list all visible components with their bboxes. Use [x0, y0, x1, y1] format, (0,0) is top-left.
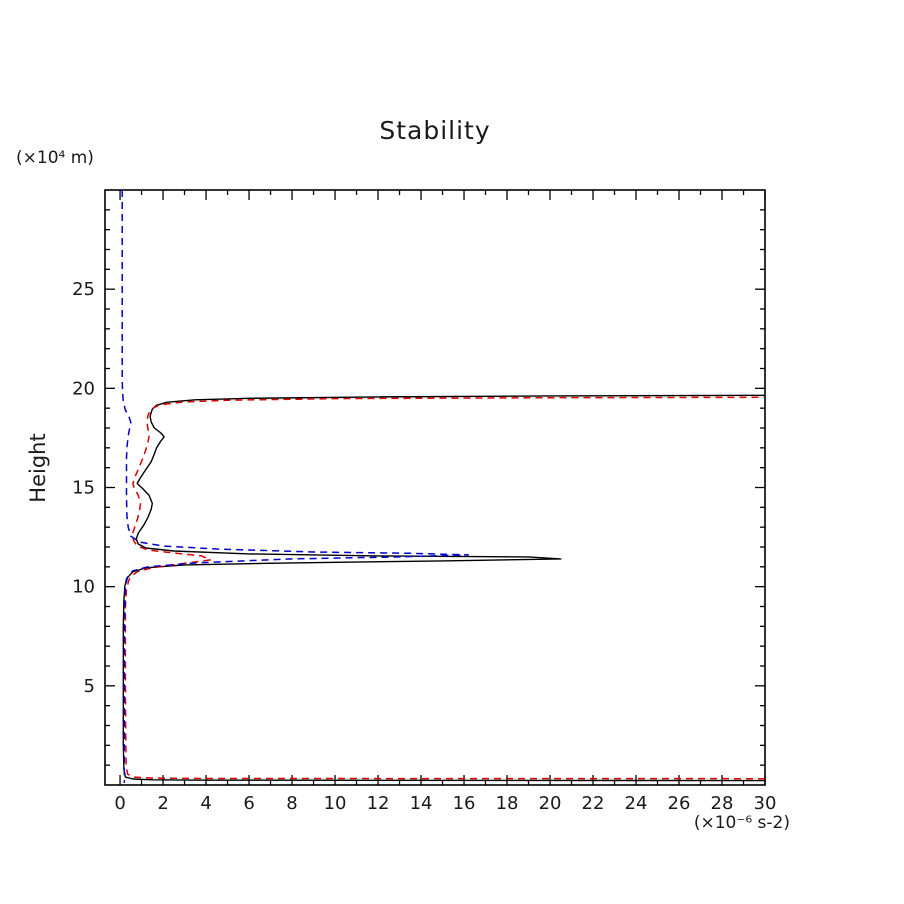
y-axis-tick-label: 5	[84, 676, 95, 697]
x-axis-tick-label: 24	[625, 793, 648, 814]
x-axis-tick-label: 6	[243, 793, 254, 814]
y-axis-tick-label: 25	[72, 279, 95, 300]
chart-title: Stability	[379, 116, 491, 145]
series-black-solid	[122, 394, 765, 782]
x-axis-tick-label: 18	[496, 793, 519, 814]
series-blue-dashed	[121, 190, 470, 783]
y-axis-tick-label: 20	[72, 378, 95, 399]
y-axis-unit-label: (×10⁴ m)	[16, 148, 94, 168]
x-axis-tick-label: 16	[453, 793, 476, 814]
x-axis-tick-label: 10	[324, 793, 347, 814]
x-axis-tick-label: 20	[539, 793, 562, 814]
x-axis-tick-label: 2	[157, 793, 168, 814]
x-axis-tick-label: 14	[410, 793, 433, 814]
x-axis-tick-label: 4	[200, 793, 211, 814]
x-axis-tick-label: 12	[367, 793, 390, 814]
x-axis-tick-label: 22	[582, 793, 605, 814]
x-axis-tick-label: 28	[711, 793, 734, 814]
y-axis-tick-label: 15	[72, 478, 95, 499]
x-axis-tick-label: 26	[668, 793, 691, 814]
plot-frame	[104, 189, 766, 786]
x-axis-tick-label: 8	[286, 793, 297, 814]
x-axis-tick-label: 0	[114, 793, 125, 814]
x-axis-unit-label: (×10⁻⁶ s-2)	[693, 813, 790, 833]
series-red-dashed	[124, 396, 765, 780]
y-axis-tick-label: 10	[72, 577, 95, 598]
x-axis-tick-label: 30	[754, 793, 777, 814]
